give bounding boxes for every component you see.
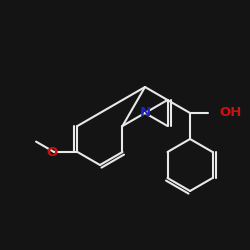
Text: OH: OH <box>220 106 242 120</box>
Text: O: O <box>46 146 58 158</box>
Text: N: N <box>140 106 150 120</box>
